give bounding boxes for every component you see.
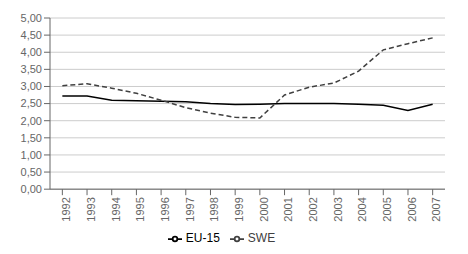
- svg-text:2,00: 2,00: [21, 115, 42, 127]
- svg-text:1995: 1995: [134, 197, 146, 221]
- svg-text:5,00: 5,00: [21, 12, 42, 24]
- svg-text:2005: 2005: [381, 197, 393, 221]
- svg-text:1997: 1997: [184, 197, 196, 221]
- svg-text:3,50: 3,50: [21, 63, 42, 75]
- svg-text:1996: 1996: [159, 197, 171, 221]
- svg-text:2003: 2003: [332, 197, 344, 221]
- svg-text:2002: 2002: [307, 197, 319, 221]
- svg-text:2006: 2006: [406, 197, 418, 221]
- svg-text:1993: 1993: [85, 197, 97, 221]
- svg-text:0,50: 0,50: [21, 166, 42, 178]
- svg-text:1,00: 1,00: [21, 149, 42, 161]
- svg-text:2001: 2001: [282, 197, 294, 221]
- svg-text:2004: 2004: [356, 197, 368, 221]
- svg-text:1992: 1992: [60, 197, 72, 221]
- svg-text:1994: 1994: [110, 197, 122, 221]
- svg-text:4,50: 4,50: [21, 29, 42, 41]
- html-text:SWE: SWE: [247, 231, 276, 246]
- svg-text:3,00: 3,00: [21, 80, 42, 92]
- html-text:EU-15: EU-15: [185, 231, 220, 246]
- svg-text:2,50: 2,50: [21, 97, 42, 109]
- svg-text:1999: 1999: [233, 197, 245, 221]
- svg-text:1,50: 1,50: [21, 132, 42, 144]
- svg-text:2000: 2000: [258, 197, 270, 221]
- svg-text:4,00: 4,00: [21, 46, 42, 58]
- svg-text:2007: 2007: [430, 197, 442, 221]
- svg-text:0,00: 0,00: [21, 183, 42, 195]
- svg-text:1998: 1998: [208, 197, 220, 221]
